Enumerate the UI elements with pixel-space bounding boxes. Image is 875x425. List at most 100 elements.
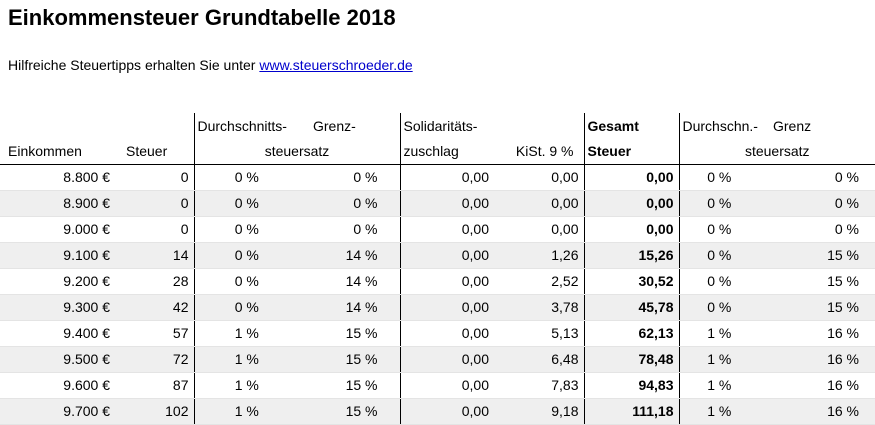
header-empty-cell — [118, 113, 194, 139]
cell-durchschnittssteuersatz: 0 % — [193, 216, 299, 243]
cell-kirchensteuer: 0,00 — [494, 216, 584, 243]
cell-durchschnittssteuersatz-2: 0 % — [678, 216, 759, 243]
cell-durchschnittssteuersatz: 0 % — [193, 164, 299, 191]
header-empty-cell — [0, 113, 118, 139]
cell-steuer: 102 — [118, 398, 194, 425]
header-empty-cell — [494, 113, 584, 139]
cell-grenzsteuersatz-2: 16 % — [759, 320, 875, 347]
cell-durchschnittssteuersatz: 1 % — [193, 320, 299, 347]
header-soli: Solidaritäts- — [399, 113, 494, 139]
cell-durchschnittssteuersatz-2: 1 % — [678, 372, 759, 399]
cell-solidaritaetszuschlag: 0,00 — [399, 190, 494, 217]
steuerschroeder-link[interactable]: www.steuerschroeder.de — [259, 57, 413, 73]
cell-kirchensteuer: 0,00 — [494, 190, 584, 217]
cell-durchschnittssteuersatz: 0 % — [193, 242, 299, 269]
cell-grenzsteuersatz: 15 % — [299, 346, 400, 373]
table-row: 9.000 €0 0 % 0 % 0,00 0,00 0,00 0 % 0 % — [0, 216, 875, 243]
intro-line: Hilfreiche Steuertipps erhalten Sie unte… — [8, 56, 413, 74]
header-durchschn: Durchschn.- — [678, 113, 759, 139]
cell-kirchensteuer: 0,00 — [494, 164, 584, 191]
cell-kirchensteuer: 7,83 — [494, 372, 584, 399]
cell-kirchensteuer: 3,78 — [494, 294, 584, 321]
header-durchschnitt: Durchschnitts- — [193, 113, 299, 139]
header-grenz: Grenz- — [313, 117, 356, 134]
cell-einkommen: 9.400 € — [0, 320, 118, 347]
header-steuersatz-2: steuersatz — [678, 139, 875, 165]
cell-grenzsteuersatz-2: 0 % — [759, 216, 875, 243]
table-row: 9.200 €28 0 % 14 % 0,00 2,52 30,52 0 % 15 % — [0, 268, 875, 295]
cell-solidaritaetszuschlag: 0,00 — [399, 372, 494, 399]
header-steuer: Steuer — [118, 139, 194, 165]
cell-solidaritaetszuschlag: 0,00 — [399, 398, 494, 425]
cell-steuer: 72 — [118, 346, 194, 373]
cell-solidaritaetszuschlag: 0,00 — [399, 164, 494, 191]
cell-durchschnittssteuersatz: 1 % — [193, 372, 299, 399]
table-row: 9.100 €14 0 % 14 % 0,00 1,26 15,26 0 % 15 % — [0, 242, 875, 269]
cell-steuer: 0 — [118, 190, 194, 217]
cell-grenzsteuersatz: 15 % — [299, 372, 400, 399]
cell-durchschnittssteuersatz-2: 1 % — [678, 398, 759, 425]
cell-gesamt-steuer: 94,83 — [583, 372, 679, 399]
cell-durchschnittssteuersatz-2: 1 % — [678, 320, 759, 347]
cell-steuer: 0 — [118, 216, 194, 243]
cell-steuer: 14 — [118, 242, 194, 269]
cell-grenzsteuersatz: 0 % — [299, 190, 400, 217]
cell-gesamt-steuer: 111,18 — [583, 398, 679, 425]
table-row: 9.600 €87 1 % 15 % 0,00 7,83 94,83 1 % 16 % — [0, 372, 875, 399]
cell-gesamt-steuer: 0,00 — [583, 190, 679, 217]
cell-durchschnittssteuersatz: 1 % — [193, 398, 299, 425]
cell-steuer: 57 — [118, 320, 194, 347]
cell-kirchensteuer: 9,18 — [494, 398, 584, 425]
cell-kirchensteuer: 6,48 — [494, 346, 584, 373]
cell-steuer: 0 — [118, 164, 194, 191]
header-zuschlag: zuschlag — [399, 139, 494, 165]
cell-grenzsteuersatz: 15 % — [299, 398, 400, 425]
cell-grenzsteuersatz-2: 16 % — [759, 346, 875, 373]
header-gesamt: Gesamt — [583, 113, 679, 139]
cell-solidaritaetszuschlag: 0,00 — [399, 268, 494, 295]
cell-grenzsteuersatz-2: 0 % — [759, 164, 875, 191]
cell-durchschnittssteuersatz-2: 0 % — [678, 164, 759, 191]
cell-steuer: 87 — [118, 372, 194, 399]
cell-grenzsteuersatz-2: 15 % — [759, 242, 875, 269]
cell-einkommen: 8.900 € — [0, 190, 118, 217]
table-row: 9.400 €57 1 % 15 % 0,00 5,13 62,13 1 % 16 % — [0, 320, 875, 347]
tax-table: Durchschnitts- Grenz- Solidaritäts- Gesa… — [0, 113, 875, 425]
header-einkommen: Einkommen — [0, 139, 118, 165]
cell-einkommen: 9.000 € — [0, 216, 118, 243]
table-row: 9.300 €42 0 % 14 % 0,00 3,78 45,78 0 % 15 % — [0, 294, 875, 321]
tax-table-body: 8.800 €0 0 % 0 % 0,00 0,00 0,00 0 % 0 % 8.900 €0… — [0, 164, 875, 425]
cell-solidaritaetszuschlag: 0,00 — [399, 346, 494, 373]
cell-durchschnittssteuersatz-2: 1 % — [678, 346, 759, 373]
cell-steuer: 28 — [118, 268, 194, 295]
cell-gesamt-steuer: 15,26 — [583, 242, 679, 269]
table-row: 8.800 €0 0 % 0 % 0,00 0,00 0,00 0 % 0 % — [0, 164, 875, 191]
cell-steuer: 42 — [118, 294, 194, 321]
cell-gesamt-steuer: 0,00 — [583, 216, 679, 243]
cell-solidaritaetszuschlag: 0,00 — [399, 242, 494, 269]
cell-kirchensteuer: 1,26 — [494, 242, 584, 269]
header-gesamt-steuer: Steuer — [583, 139, 679, 165]
header-grenz-2: Grenz — [773, 117, 812, 134]
cell-einkommen: 9.500 € — [0, 346, 118, 373]
cell-einkommen: 9.600 € — [0, 372, 118, 399]
cell-grenzsteuersatz: 0 % — [299, 164, 400, 191]
cell-grenzsteuersatz-2: 0 % — [759, 190, 875, 217]
cell-durchschnittssteuersatz: 0 % — [193, 268, 299, 295]
header-steuersatz: steuersatz — [193, 139, 400, 165]
intro-text: Hilfreiche Steuertipps erhalten Sie unte… — [8, 57, 256, 73]
cell-durchschnittssteuersatz: 1 % — [193, 346, 299, 373]
cell-kirchensteuer: 2,52 — [494, 268, 584, 295]
cell-grenzsteuersatz-2: 16 % — [759, 398, 875, 425]
table-row: 9.700 €102 1 % 15 % 0,00 9,18 111,18 1 % 16 % — [0, 398, 875, 425]
cell-gesamt-steuer: 45,78 — [583, 294, 679, 321]
cell-durchschnittssteuersatz-2: 0 % — [678, 242, 759, 269]
cell-gesamt-steuer: 30,52 — [583, 268, 679, 295]
cell-grenzsteuersatz-2: 15 % — [759, 294, 875, 321]
header-kist: KiSt. 9 % — [494, 139, 584, 165]
cell-durchschnittssteuersatz: 0 % — [193, 294, 299, 321]
page-title: Einkommensteuer Grundtabelle 2018 — [8, 5, 396, 30]
cell-solidaritaetszuschlag: 0,00 — [399, 294, 494, 321]
cell-gesamt-steuer: 78,48 — [583, 346, 679, 373]
cell-solidaritaetszuschlag: 0,00 — [399, 320, 494, 347]
